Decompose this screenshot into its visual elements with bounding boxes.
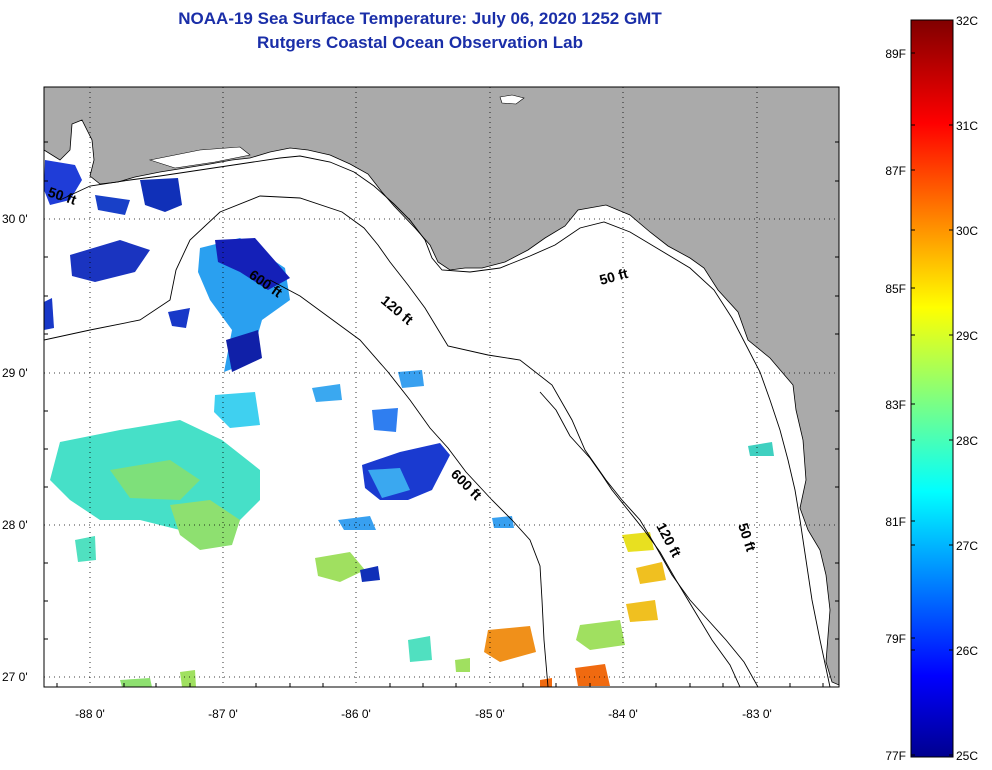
colorbar-celsius-label: 28C xyxy=(956,434,978,448)
colorbar-celsius-label: 32C xyxy=(956,14,978,28)
island xyxy=(499,94,525,105)
latitude-label: 28 0' xyxy=(2,518,28,532)
colorbar-celsius-label: 30C xyxy=(956,224,978,238)
map-subtitle: Rutgers Coastal Ocean Observation Lab xyxy=(257,33,583,52)
map-title: NOAA-19 Sea Surface Temperature: July 06… xyxy=(178,9,662,28)
latitude-label: 27 0' xyxy=(2,670,28,684)
sst-data-overlay xyxy=(44,160,774,687)
longitude-label: -86 0' xyxy=(341,707,371,721)
longitude-label: -88 0' xyxy=(75,707,105,721)
contour-label: 50 ft xyxy=(598,265,630,288)
longitude-label: -87 0' xyxy=(208,707,238,721)
colorbar-celsius-label: 31C xyxy=(956,119,978,133)
latitude-label: 29 0' xyxy=(2,366,28,380)
axis-ticks xyxy=(44,141,839,687)
graticule xyxy=(44,87,839,687)
colorbar-fahrenheit-label: 81F xyxy=(885,515,906,529)
colorbar-celsius-label: 26C xyxy=(956,644,978,658)
colorbar-fahrenheit-label: 79F xyxy=(885,632,906,646)
longitude-label: -85 0' xyxy=(475,707,505,721)
bay xyxy=(148,146,251,169)
bathymetry-contours xyxy=(44,155,831,687)
latitude-label: 30 0' xyxy=(2,212,28,226)
longitude-label: -83 0' xyxy=(742,707,772,721)
colorbar-fahrenheit-label: 89F xyxy=(885,47,906,61)
colorbar-celsius-label: 27C xyxy=(956,539,978,553)
colorbar-fahrenheit-label: 87F xyxy=(885,164,906,178)
temperature-colorbar xyxy=(910,19,954,758)
colorbar-celsius-label: 25C xyxy=(956,749,978,763)
colorbar-celsius-label: 29C xyxy=(956,329,978,343)
colorbar-fahrenheit-label: 77F xyxy=(885,749,906,763)
colorbar-fahrenheit-label: 85F xyxy=(885,282,906,296)
longitude-label: -84 0' xyxy=(608,707,638,721)
colorbar-fahrenheit-label: 83F xyxy=(885,398,906,412)
